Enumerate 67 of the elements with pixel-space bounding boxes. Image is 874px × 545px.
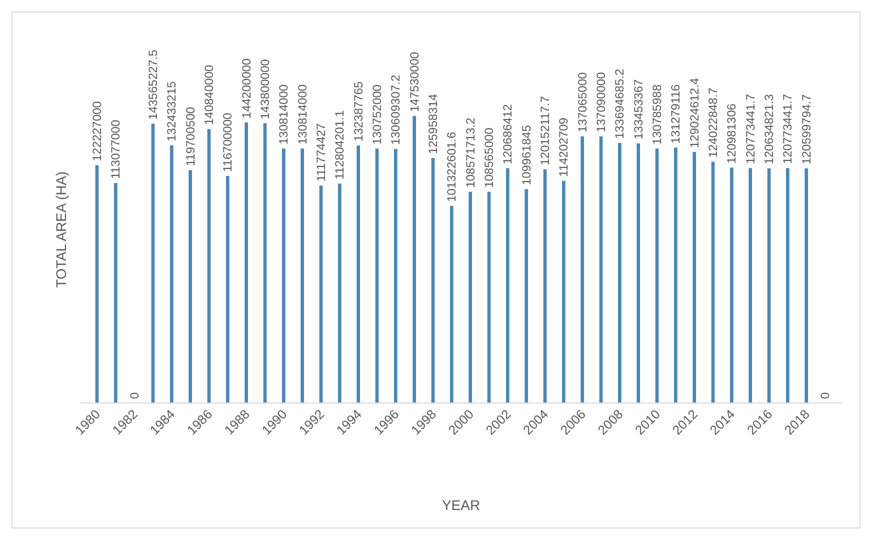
data-label: 114202709 xyxy=(556,117,571,177)
bar xyxy=(412,116,416,403)
bar xyxy=(804,168,808,403)
data-label: 130814000 xyxy=(295,84,310,145)
data-label: 137065000 xyxy=(575,72,590,132)
data-label: 132387765 xyxy=(351,81,366,142)
data-label: 112804201.1 xyxy=(332,110,347,180)
data-label: 130785988 xyxy=(650,84,664,145)
bar xyxy=(674,148,678,403)
data-label: 133453367 xyxy=(631,78,646,140)
bar xyxy=(786,168,790,403)
bar xyxy=(692,152,696,403)
data-label: 122227000 xyxy=(90,100,104,162)
bar xyxy=(188,170,192,403)
bar xyxy=(282,148,286,403)
data-label: 140840000 xyxy=(202,64,216,126)
data-label: 113077000 xyxy=(108,120,123,180)
data-label: 132433215 xyxy=(164,80,179,142)
data-label: 116700000 xyxy=(220,112,235,172)
bar xyxy=(618,142,622,403)
data-label: 108565000 xyxy=(482,127,496,188)
data-label: 130609307.2 xyxy=(388,74,403,145)
data-label: 120152117.7 xyxy=(538,96,552,166)
data-label: 143800000 xyxy=(258,58,272,120)
data-label: 101322601.6 xyxy=(444,131,459,202)
bar xyxy=(524,189,528,403)
data-label: 120773441.7 xyxy=(780,94,795,164)
data-label: 120686412 xyxy=(500,104,515,164)
bar xyxy=(394,148,398,403)
data-label: 129024612.4 xyxy=(687,78,702,148)
bar xyxy=(244,122,248,403)
data-label: 124022848.7 xyxy=(706,87,720,158)
data-label: 133694685.2 xyxy=(612,68,627,139)
data-label: 137090000 xyxy=(594,72,608,132)
data-label: 120599794.7 xyxy=(799,94,814,164)
data-label: 130814000 xyxy=(276,84,291,145)
data-label: 111774427 xyxy=(314,122,328,182)
data-label: 147530000 xyxy=(407,52,422,112)
data-label: 0 xyxy=(127,392,142,399)
bar xyxy=(300,148,304,403)
bar xyxy=(730,168,734,403)
data-label: 125958314 xyxy=(426,94,440,154)
bar xyxy=(636,143,640,403)
bar xyxy=(450,206,454,403)
data-label: 120981306 xyxy=(724,103,739,164)
bar xyxy=(468,192,472,403)
x-axis-title: YEAR xyxy=(442,497,480,513)
bar xyxy=(338,184,342,403)
bar xyxy=(562,180,566,403)
bar xyxy=(748,168,752,403)
data-label: 0 xyxy=(818,392,832,399)
bar xyxy=(170,145,174,403)
data-label: 119700500 xyxy=(183,106,198,166)
bar xyxy=(226,176,230,403)
bar xyxy=(506,168,510,403)
data-label: 120773441.7 xyxy=(743,94,758,164)
data-label: 144200000 xyxy=(239,58,254,118)
bar xyxy=(114,183,118,403)
data-label: 108571713.2 xyxy=(463,117,478,188)
data-label: 130752000 xyxy=(370,84,384,145)
data-label: 143565227.5 xyxy=(146,49,160,120)
bar xyxy=(356,145,360,403)
bar xyxy=(580,136,584,403)
data-label: 109961845 xyxy=(519,124,534,186)
y-axis-title: TOTAL AREA (HA) xyxy=(53,171,69,288)
data-label: 120634821.3 xyxy=(762,94,776,164)
data-label: 131279116 xyxy=(668,84,683,144)
